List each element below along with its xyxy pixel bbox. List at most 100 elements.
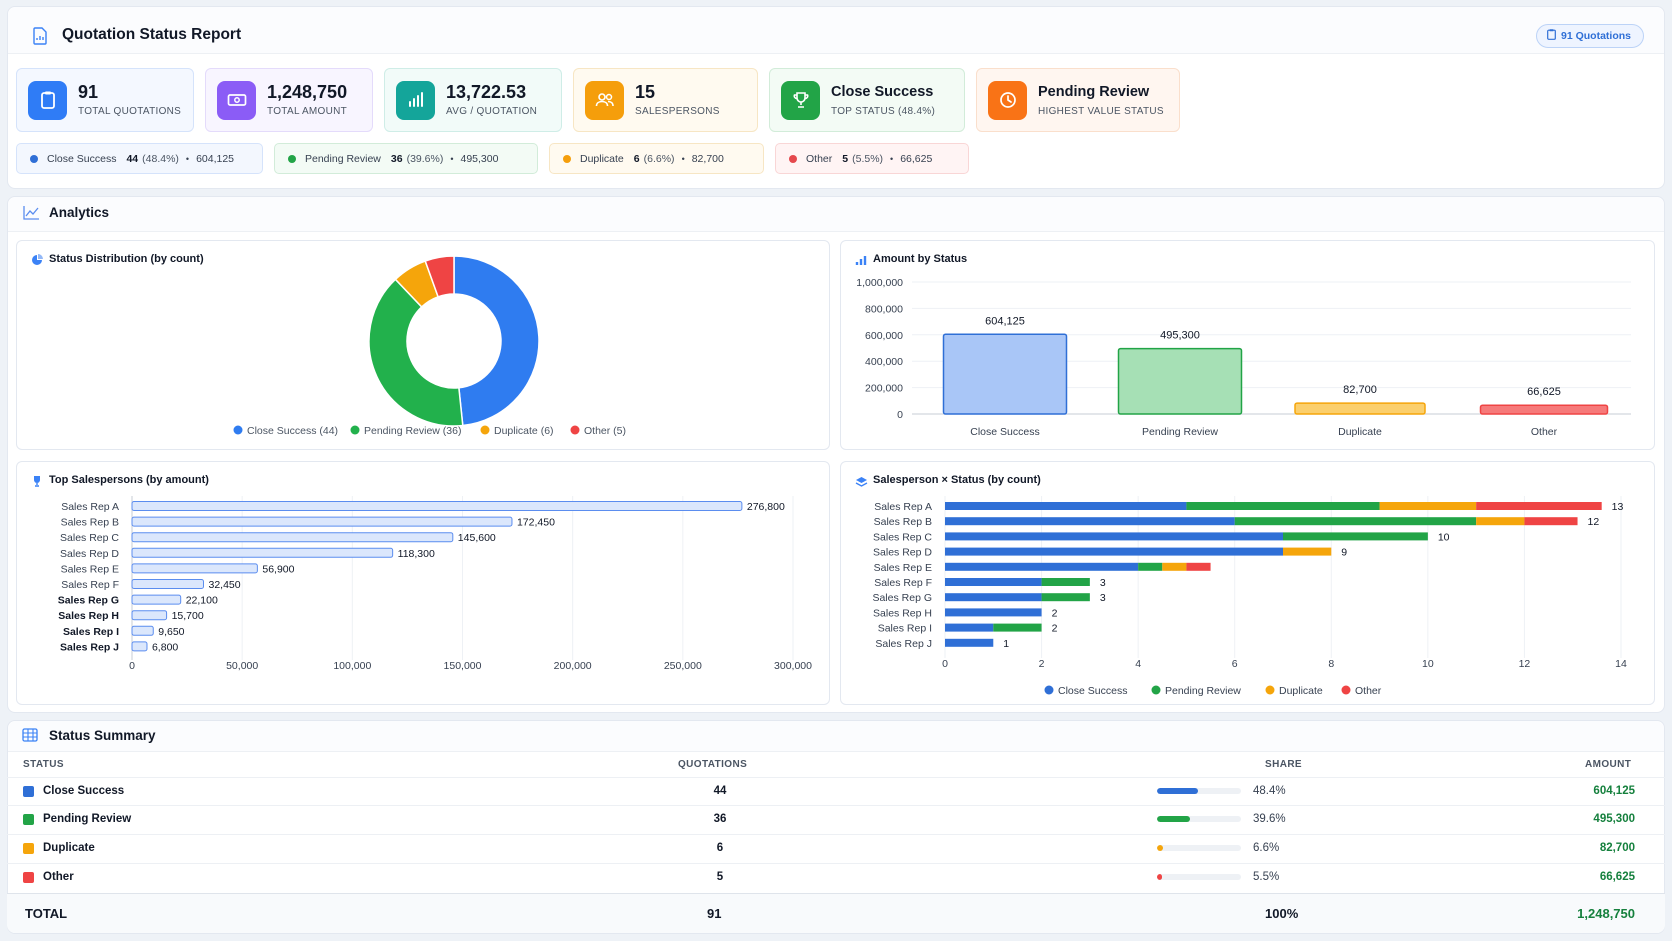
legend-label[interactable]: Close Success (44)	[247, 425, 338, 437]
bar-10[interactable]	[131, 641, 148, 652]
row-share: 39.6%	[1253, 813, 1286, 825]
stack-segment[interactable]	[945, 623, 994, 632]
bar-3[interactable]	[131, 532, 454, 543]
bar-1[interactable]	[942, 333, 1068, 415]
y-tick-label: Sales Rep A	[874, 501, 932, 513]
bar-1[interactable]	[131, 501, 743, 511]
donut-slice-2[interactable]	[368, 278, 464, 427]
legend-label[interactable]: Close Success	[1058, 685, 1127, 697]
y-tick-label: 0	[897, 409, 903, 421]
col-header-amount[interactable]: AMOUNT	[1585, 759, 1632, 770]
donut-slice-4[interactable]	[424, 255, 455, 298]
col-header-share[interactable]: SHARE	[1265, 759, 1303, 770]
y-tick-label: Sales Rep I	[63, 626, 119, 638]
bar-5[interactable]	[131, 563, 258, 574]
legend-label[interactable]: Other	[1355, 685, 1382, 697]
status-pill-pending-review[interactable]: Pending Review 36 (39.6%) • 495,300	[274, 143, 538, 174]
stack-segment[interactable]	[945, 593, 1042, 602]
table-row[interactable]: Close Success 44 48.4% 604,125	[7, 777, 1665, 805]
kpi-value: Close Success	[831, 84, 934, 100]
bar-3[interactable]	[1294, 402, 1426, 415]
stack-total-label: 10	[1438, 531, 1450, 543]
legend-marker	[570, 425, 580, 435]
stack-segment[interactable]	[945, 547, 1283, 556]
status-pill-other[interactable]: Other 5 (5.5%) • 66,625	[775, 143, 969, 174]
kpi-label: TOTAL AMOUNT	[267, 106, 348, 117]
kpi-total-amount: 1,248,750 TOTAL AMOUNT	[205, 68, 373, 132]
stack-segment[interactable]	[945, 578, 1042, 586]
row-amount: 604,125	[1593, 785, 1635, 797]
stack-segment[interactable]	[1283, 532, 1428, 541]
stack-segment[interactable]	[1138, 562, 1163, 571]
pill-amount: 66,625	[900, 152, 933, 165]
stack-segment[interactable]	[1379, 502, 1477, 510]
legend-marker	[1265, 685, 1275, 695]
status-dot	[563, 154, 571, 163]
total-label: TOTAL	[25, 906, 68, 921]
stack-segment[interactable]	[945, 608, 1042, 617]
bar-chart-icon	[855, 253, 867, 271]
users-icon	[585, 80, 624, 120]
kpi-top-status: Close Success TOP STATUS (48.4%)	[769, 68, 965, 132]
x-tick-label: 250,000	[664, 660, 702, 672]
page-title: Quotation Status Report	[62, 26, 242, 43]
status-color-swatch	[23, 786, 34, 797]
stack-segment[interactable]	[1041, 578, 1090, 586]
share-bar	[1157, 874, 1241, 880]
card-title: Status Distribution (by count)	[49, 253, 204, 265]
status-pill-duplicate[interactable]: Duplicate 6 (6.6%) • 82,700	[549, 143, 764, 174]
status-pill-close-success[interactable]: Close Success 44 (48.4%) • 604,125	[16, 143, 263, 174]
stack-segment[interactable]	[945, 562, 1139, 571]
x-tick-label: 10	[1422, 658, 1434, 670]
legend-label[interactable]: Duplicate (6)	[494, 425, 554, 437]
bar-9[interactable]	[131, 625, 154, 636]
x-tick-label: 150,000	[444, 660, 482, 672]
bar-4[interactable]	[131, 547, 394, 558]
legend-label[interactable]: Duplicate	[1279, 685, 1323, 697]
stack-segment[interactable]	[945, 532, 1283, 541]
table-row[interactable]: Duplicate 6 6.6% 82,700	[7, 834, 1665, 862]
table-row[interactable]: Other 5 5.5% 66,625	[7, 863, 1665, 891]
bullet-separator: •	[185, 153, 190, 164]
bar-6[interactable]	[131, 579, 204, 589]
kpi-value: 91	[78, 82, 99, 102]
share-bar	[1157, 845, 1241, 851]
stack-segment[interactable]	[1186, 562, 1211, 571]
top-salespersons-card: Top Salespersons (by amount) 0 50,000 100,…	[16, 461, 830, 705]
stack-segment[interactable]	[1524, 517, 1578, 526]
col-header-status[interactable]: STATUS	[23, 759, 64, 770]
x-tick-label: 50,000	[226, 660, 258, 672]
stack-segment[interactable]	[1041, 593, 1090, 602]
donut-slice-1[interactable]	[453, 255, 540, 427]
status-distribution-card: Status Distribution (by count) Close Suc…	[16, 240, 830, 450]
legend-label[interactable]: Pending Review (36)	[364, 425, 461, 437]
stack-segment[interactable]	[1476, 517, 1525, 526]
bar-2[interactable]	[1117, 347, 1243, 415]
bar-4[interactable]	[1479, 404, 1609, 415]
stack-segment[interactable]	[993, 623, 1042, 632]
legend-label[interactable]: Pending Review	[1165, 685, 1241, 697]
table-row[interactable]: Pending Review 36 39.6% 495,300	[7, 805, 1665, 833]
clock-icon	[988, 80, 1027, 120]
status-dot	[288, 154, 296, 163]
x-tick-label: 2	[1039, 658, 1045, 670]
pill-count: 44	[126, 152, 139, 165]
stack-segment[interactable]	[945, 502, 1187, 510]
bullet-separator: •	[681, 153, 685, 164]
stack-total-label: 3	[1100, 592, 1106, 604]
stack-segment[interactable]	[945, 517, 1235, 526]
bar-7[interactable]	[131, 594, 182, 605]
stack-segment[interactable]	[1186, 502, 1380, 510]
stack-segment[interactable]	[1476, 502, 1602, 510]
legend-label[interactable]: Other (5)	[584, 425, 626, 437]
stack-segment[interactable]	[1283, 547, 1332, 556]
stack-segment[interactable]	[1162, 562, 1187, 571]
bar-8[interactable]	[131, 610, 168, 621]
total-amount: 1,248,750	[1577, 906, 1635, 921]
stack-segment[interactable]	[1234, 517, 1477, 526]
stack-segment[interactable]	[945, 638, 994, 647]
quotations-count-badge[interactable]: 91 Quotations	[1535, 24, 1644, 48]
bar-2[interactable]	[131, 516, 513, 527]
col-header-quotations[interactable]: QUOTATIONS	[678, 759, 748, 770]
y-tick-label: Sales Rep E	[874, 562, 932, 574]
